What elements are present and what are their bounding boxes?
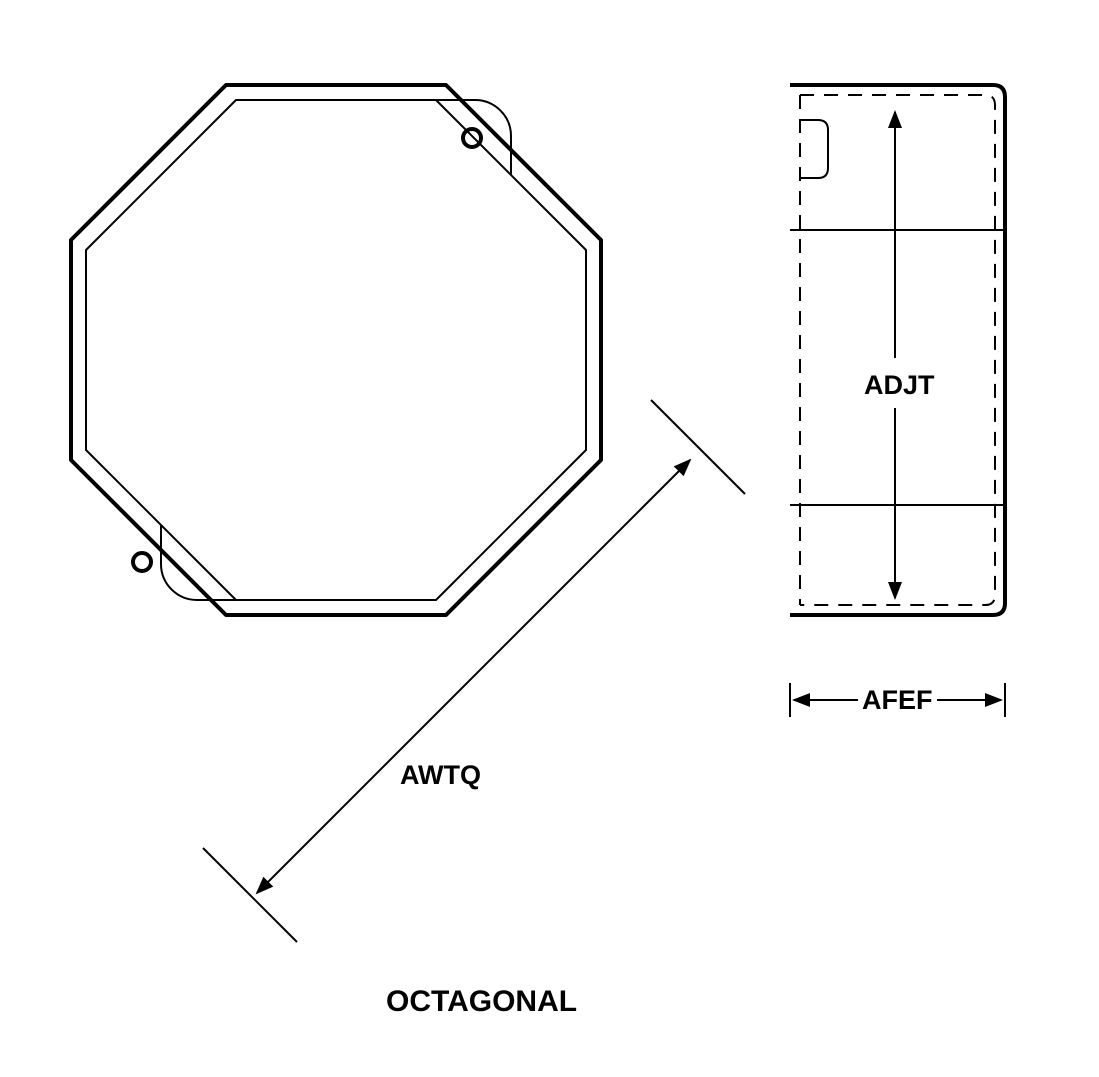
side-tab — [800, 120, 828, 178]
diagram-canvas: AWTQ ADJT AFEF OCTAGONAL — [0, 0, 1099, 1077]
label-awtq: AWTQ — [400, 760, 481, 791]
side-inner-dashed — [800, 95, 995, 605]
diagram-title: OCTAGONAL — [386, 985, 577, 1019]
label-afef: AFEF — [858, 685, 937, 716]
label-adjt: ADJT — [862, 370, 937, 401]
side-view — [790, 85, 1005, 615]
side-outer — [790, 85, 1005, 615]
mounting-hole-top-right — [463, 129, 481, 147]
diagram-svg — [0, 0, 1099, 1077]
octagon-front-view — [71, 85, 601, 615]
mounting-hole-bottom-left — [133, 553, 151, 571]
octagon-outer — [71, 85, 601, 615]
dimension-awtq — [203, 400, 745, 942]
